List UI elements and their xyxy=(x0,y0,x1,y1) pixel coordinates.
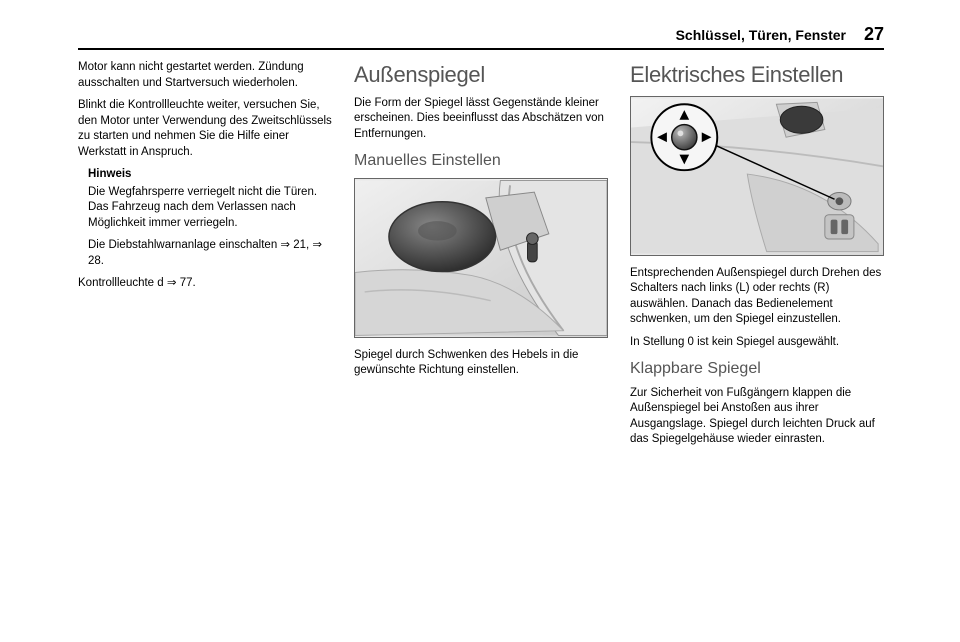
column-3: Elektrisches Einstellen xyxy=(630,60,884,616)
col1-para-2: Blinkt die Kontrollleuchte weiter, versu… xyxy=(78,98,332,160)
col1-para-3: Kontrollleuchte d ⇒ 77. xyxy=(78,276,332,292)
col2-heading-2: Manuelles Einstellen xyxy=(354,150,608,172)
header-title: Schlüssel, Türen, Fenster xyxy=(676,27,846,43)
page-container: Schlüssel, Türen, Fenster 27 Motor kann … xyxy=(78,24,884,618)
header-page-number: 27 xyxy=(864,24,884,45)
mirror-manual-illustration xyxy=(355,179,607,337)
col3-para-1: Entsprechenden Außenspiegel durch Drehen… xyxy=(630,266,884,328)
col1-para-1: Motor kann nicht gestartet werden. Zündu… xyxy=(78,60,332,91)
figure-electric-mirror xyxy=(630,96,884,256)
col3-para-2: In Stellung 0 ist kein Spiegel ausgewähl… xyxy=(630,335,884,351)
figure-manual-mirror xyxy=(354,178,608,338)
col2-heading-1: Außenspiegel xyxy=(354,60,608,90)
column-1: Motor kann nicht gestartet werden. Zündu… xyxy=(78,60,332,616)
note-para-2: Die Diebstahlwarnanlage einschalten ⇒ 21… xyxy=(88,238,332,269)
note-block: Hinweis Die Wegfahrsperre verriegelt nic… xyxy=(78,167,332,269)
mirror-electric-illustration xyxy=(631,97,883,255)
note-para-1: Die Wegfahrsperre verriegelt nicht die T… xyxy=(88,185,332,232)
col3-heading-2: Klappbare Spiegel xyxy=(630,358,884,380)
col2-caption: Spiegel durch Schwenken des Hebels in di… xyxy=(354,348,608,379)
content-columns: Motor kann nicht gestartet werden. Zündu… xyxy=(78,60,884,616)
column-2: Außenspiegel Die Form der Spiegel lässt … xyxy=(354,60,608,616)
col2-para-1: Die Form der Spiegel lässt Gegenstände k… xyxy=(354,96,608,143)
note-heading: Hinweis xyxy=(88,167,332,183)
page-header: Schlüssel, Türen, Fenster 27 xyxy=(78,24,884,50)
col3-para-3: Zur Sicherheit von Fußgängern klappen di… xyxy=(630,386,884,448)
col3-heading-1: Elektrisches Einstellen xyxy=(630,60,884,90)
